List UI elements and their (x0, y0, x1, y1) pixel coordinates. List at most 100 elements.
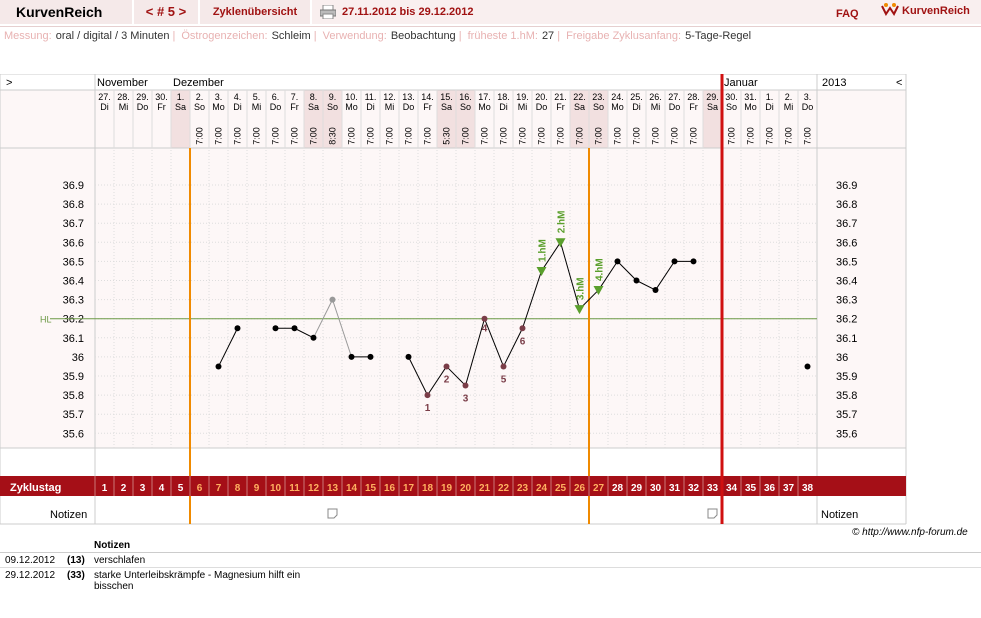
date-label: 24. (611, 92, 624, 102)
weekday-label: Do (669, 102, 681, 112)
weekday-label: Sa (175, 102, 186, 112)
date-label: 11. (365, 92, 377, 102)
date-label: 25. (630, 92, 643, 102)
low-measurement-point (443, 363, 450, 370)
cycle-day-number: 16 (384, 483, 396, 494)
cycle-day-number: 15 (365, 483, 377, 494)
messung-value: oral / digital / 3 Minuten (55, 30, 170, 42)
y-tick-right: 35.8 (836, 390, 857, 402)
cycle-day-number: 37 (783, 483, 795, 494)
cycle-day-number: 4 (159, 483, 165, 494)
date-label: 6. (272, 92, 280, 102)
low-measurement-point (424, 392, 431, 399)
messung-label: Messung: (4, 30, 52, 42)
temperature-point (310, 334, 317, 341)
date-label: 9. (329, 92, 337, 102)
kurvenreich-logo-icon (880, 2, 900, 23)
printer-icon[interactable] (319, 4, 337, 20)
cycle-day-number: 38 (802, 483, 814, 494)
high-measurement-label: 1.hM (538, 239, 549, 262)
time-label: 7:00 (499, 127, 509, 145)
temperature-point (652, 287, 659, 294)
weekday-label: Fr (290, 102, 299, 112)
cycle-day-number: 5 (178, 483, 184, 494)
temperature-point (291, 325, 298, 332)
note-date-2: 29.12.2012 (5, 570, 56, 581)
cycle-day-number: 19 (441, 483, 453, 494)
time-label: 7:00 (537, 127, 547, 145)
weekday-label: Di (765, 102, 774, 112)
note-icon (707, 508, 718, 519)
cycle-day-bar (0, 476, 906, 496)
weekday-label: So (726, 102, 737, 112)
notes-row-label-right: Notizen (821, 509, 858, 521)
cycle-overview-link[interactable]: Zyklenübersicht (200, 0, 310, 24)
y-tick-right: 36.9 (836, 180, 857, 192)
high-measurement-point (593, 286, 604, 296)
time-label: 7:00 (594, 127, 604, 145)
temperature-line-segment (332, 299, 352, 358)
y-tick-left: 36.4 (63, 276, 84, 288)
cycle-nav[interactable]: < # 5 > (134, 0, 198, 24)
cycle-day-number: 17 (403, 483, 415, 494)
date-label: 12. (383, 92, 396, 102)
weekday-label: Mi (252, 102, 262, 112)
date-label: 14. (421, 92, 434, 102)
time-label: 7:00 (290, 127, 300, 145)
info-bar: Messung: oral / digital / 3 Minuten | Östr… (4, 30, 752, 42)
temperature-line-segment (313, 299, 333, 339)
temperature-point (367, 353, 374, 360)
time-label: 7:00 (632, 127, 642, 145)
date-label: 3. (804, 92, 812, 102)
notes-header: Notizen (94, 540, 131, 551)
note-text-1: verschlafen (94, 555, 146, 566)
weekday-label: Sa (441, 102, 452, 112)
cycle-day-number: 12 (308, 483, 320, 494)
y-tick-right: 36.1 (836, 333, 857, 345)
y-tick-right: 36.8 (836, 199, 857, 211)
date-label: 30. (725, 92, 738, 102)
temperature-point (272, 325, 279, 332)
high-measurement-point (574, 305, 585, 315)
freigabe-label: Freigabe Zyklusanfang: (566, 30, 682, 42)
weekday-label: Mo (345, 102, 358, 112)
date-label: 20. (535, 92, 548, 102)
high-measurement-label: 2.hM (557, 211, 568, 234)
time-label: 7:00 (309, 127, 319, 145)
year-label: 2013 (822, 77, 846, 89)
date-label: 13. (402, 92, 415, 102)
weekday-label: Do (536, 102, 548, 112)
temperature-line-segment (465, 318, 485, 386)
cycle-day-number: 11 (289, 483, 300, 494)
y-tick-right: 35.9 (836, 371, 857, 383)
temperature-point (234, 325, 241, 332)
low-measurement-point (500, 363, 507, 370)
cycle-day-number: 30 (650, 483, 662, 494)
app-title[interactable]: KurvenReich (0, 0, 132, 24)
date-label: 3. (215, 92, 223, 102)
cycle-day-number: 32 (688, 483, 700, 494)
date-range: 27.11.2012 bis 29.12.2012 (342, 6, 474, 18)
time-label: 7:00 (803, 127, 813, 145)
weekday-label: Sa (308, 102, 319, 112)
high-measurement-point (555, 238, 566, 248)
temperature-line-segment (598, 261, 618, 291)
hl-label: HL (40, 315, 52, 325)
high-measurement-point (536, 266, 547, 276)
cycle-day-number: 8 (235, 483, 241, 494)
time-label: 7:00 (575, 127, 585, 145)
weekend-header-bg (437, 90, 456, 148)
temperature-chart: > <November Dezember Januar 201327.Di28.Mi29… (0, 74, 907, 526)
y-tick-left: 35.7 (63, 409, 84, 421)
note-date-1: 09.12.2012 (5, 555, 56, 566)
temperature-line-segment (560, 242, 580, 310)
date-label: 16. (459, 92, 472, 102)
date-label: 23. (592, 92, 605, 102)
date-label: 30. (155, 92, 168, 102)
temperature-point (671, 258, 678, 265)
y-tick-left: 36.6 (63, 237, 84, 249)
weekend-header-bg (171, 90, 190, 148)
cycle-day-number: 20 (460, 483, 472, 494)
faq-link[interactable]: FAQ (836, 8, 859, 20)
weekday-label: Mi (651, 102, 661, 112)
